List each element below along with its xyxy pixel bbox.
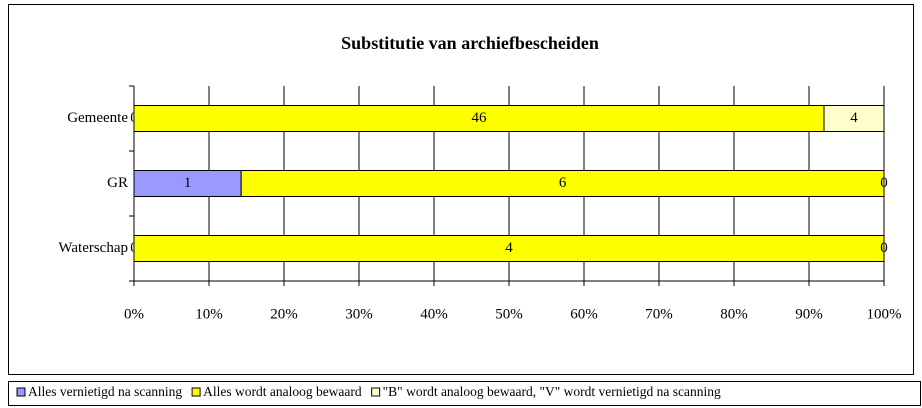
x-tick-label: 20%	[270, 306, 298, 322]
legend-label: "B" wordt analoog bewaard, "V" wordt ver…	[383, 384, 721, 399]
y-tick-label: Gemeente	[67, 110, 128, 126]
legend-label: Alles vernietigd na scanning	[28, 384, 182, 399]
bar-segment	[133, 235, 885, 262]
y-tick-label: GR	[107, 175, 128, 191]
data-label: 46	[472, 110, 488, 126]
x-tick-label: 60%	[570, 306, 598, 322]
x-tick-label: 70%	[645, 306, 673, 322]
data-label: 0	[880, 175, 888, 191]
x-tick-label: 0%	[124, 306, 144, 322]
bar-segment	[133, 105, 825, 132]
bar-segment	[133, 170, 242, 197]
legend-frame	[8, 381, 921, 406]
x-tick-label: 40%	[420, 306, 448, 322]
bar-segment	[823, 105, 885, 132]
legend-swatch	[191, 387, 201, 397]
x-tick-label: 10%	[195, 306, 223, 322]
x-tick-label: 50%	[495, 306, 523, 322]
legend-label: Alles wordt analoog bewaard	[203, 384, 362, 399]
y-tick-label: Waterschap	[58, 240, 128, 256]
x-tick-label: 30%	[345, 306, 373, 322]
data-label: 1	[184, 175, 192, 191]
data-label: 0	[880, 240, 888, 256]
legend-swatch	[16, 387, 26, 397]
data-label: 4	[505, 240, 513, 256]
x-tick-label: 90%	[795, 306, 823, 322]
x-tick-label: 80%	[720, 306, 748, 322]
x-tick-label: 100%	[867, 306, 902, 322]
data-label: 6	[559, 175, 567, 191]
data-label: 4	[850, 110, 858, 126]
chart-title: Substitutie van archiefbescheiden	[341, 33, 599, 53]
bar-segment	[240, 170, 885, 197]
legend-swatch	[371, 387, 381, 397]
